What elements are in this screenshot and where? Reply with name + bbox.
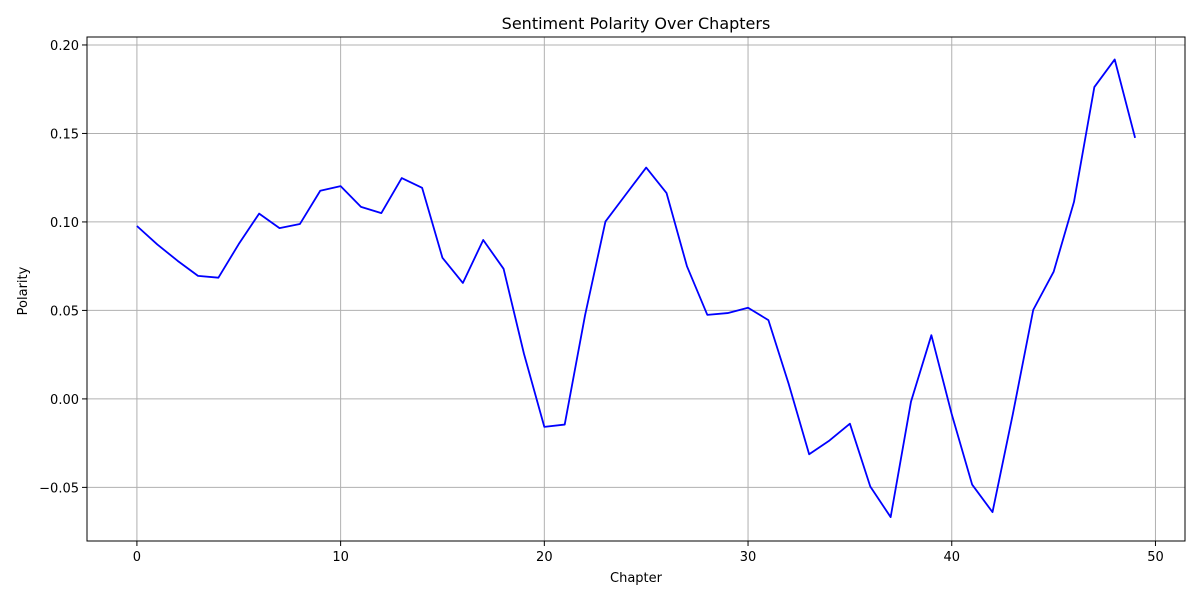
x-tick-label: 50 (1147, 550, 1164, 565)
x-tick-label: 40 (943, 550, 960, 565)
y-tick-label: 0.05 (50, 304, 79, 319)
x-axis-ticks: 0 10 20 30 40 50 (133, 541, 1164, 565)
y-axis-ticks: −0.05 0.00 0.05 0.10 0.15 0.20 (39, 39, 87, 496)
y-axis-label: Polarity (16, 266, 31, 315)
series-group (136, 58, 1136, 519)
y-tick-label: 0.15 (50, 127, 79, 142)
plot-frame (86, 36, 1186, 542)
grid (87, 37, 1185, 541)
series-line (136, 58, 1136, 519)
chart-title: Sentiment Polarity Over Chapters (502, 14, 771, 33)
y-tick-label: −0.05 (39, 481, 79, 496)
x-tick-label: 20 (536, 550, 553, 565)
x-tick-label: 10 (332, 550, 349, 565)
y-tick-label: 0.20 (50, 39, 79, 54)
y-tick-label: 0.00 (50, 393, 79, 408)
y-tick-label: 0.10 (50, 216, 79, 231)
x-tick-label: 0 (133, 550, 141, 565)
x-tick-label: 30 (740, 550, 757, 565)
x-axis-label: Chapter (610, 571, 663, 586)
